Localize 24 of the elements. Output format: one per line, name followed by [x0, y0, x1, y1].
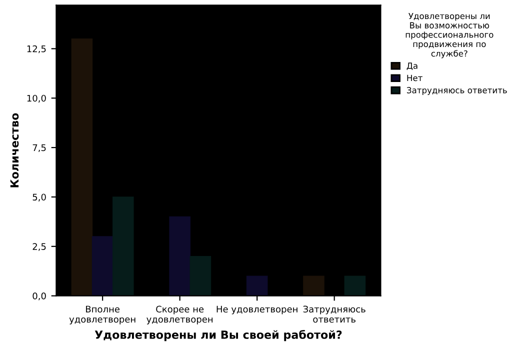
x-tick-label: Вполне удовлетворен — [69, 306, 136, 324]
legend-label: Затрудняюсь ответить — [406, 87, 507, 95]
bar — [190, 256, 212, 296]
bar — [112, 196, 134, 296]
y-tick-label: 12,5 — [27, 45, 46, 54]
y-axis-title: Количество — [10, 113, 19, 188]
x-tick-label: Не удовлетворен — [216, 306, 298, 314]
y-tick-label: 5,0 — [32, 194, 46, 202]
legend-title: Удовлетворены ли Вы возможностью профессионального продвижения по службе? — [406, 12, 494, 58]
bar — [71, 38, 93, 296]
y-tick-label: 0,0 — [32, 292, 46, 300]
bar — [169, 216, 190, 296]
y-tick-label: 10,0 — [27, 94, 46, 103]
legend-label: Нет — [407, 74, 422, 82]
x-tick-label: Скорее не удовлетворен — [146, 306, 213, 324]
legend-label: Да — [406, 62, 418, 70]
x-axis-title: Удовлетворены ли Вы своей работой? — [94, 330, 342, 342]
y-tick-label: 7,5 — [32, 144, 46, 152]
y-tick-label: 2,5 — [32, 243, 46, 251]
bar — [246, 276, 268, 296]
bar — [92, 236, 114, 296]
bar — [344, 276, 366, 296]
bar — [303, 276, 324, 296]
x-tick-label: Затрудняюсь ответить — [303, 306, 366, 323]
